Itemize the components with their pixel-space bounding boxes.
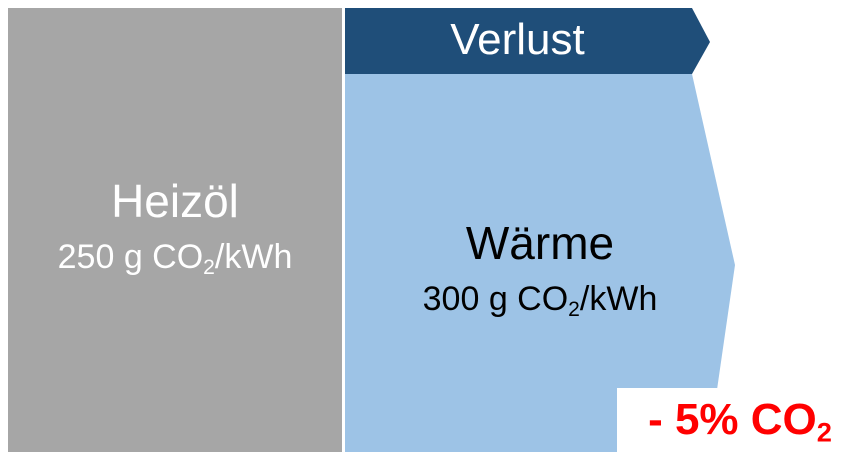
heizoel-block [8, 8, 342, 452]
verlust-label: Verlust [450, 15, 585, 64]
heizoel-value-prefix: 250 g CO [57, 238, 204, 276]
reduction-prefix: - 5% CO [648, 395, 817, 444]
waerme-value-sub: 2 [568, 297, 580, 321]
waerme-value-prefix: 300 g CO [422, 280, 569, 318]
waerme-emission-value: 300 g CO2/kWh [345, 280, 735, 320]
heizoel-emission-value: 250 g CO2/kWh [8, 238, 342, 278]
waerme-title: Wärme [465, 217, 615, 269]
heizoel-title: Heizöl [111, 175, 239, 227]
reduction-badge [617, 388, 863, 455]
waerme-value-suffix: /kWh [579, 280, 658, 318]
verlust-arrow [345, 8, 710, 74]
reduction-text: - 5% CO2 [617, 395, 863, 446]
reduction-sub: 2 [816, 416, 832, 448]
heizoel-value-suffix: /kWh [214, 238, 293, 276]
heizoel-value-sub: 2 [203, 255, 215, 279]
waerme-arrow [345, 74, 735, 452]
